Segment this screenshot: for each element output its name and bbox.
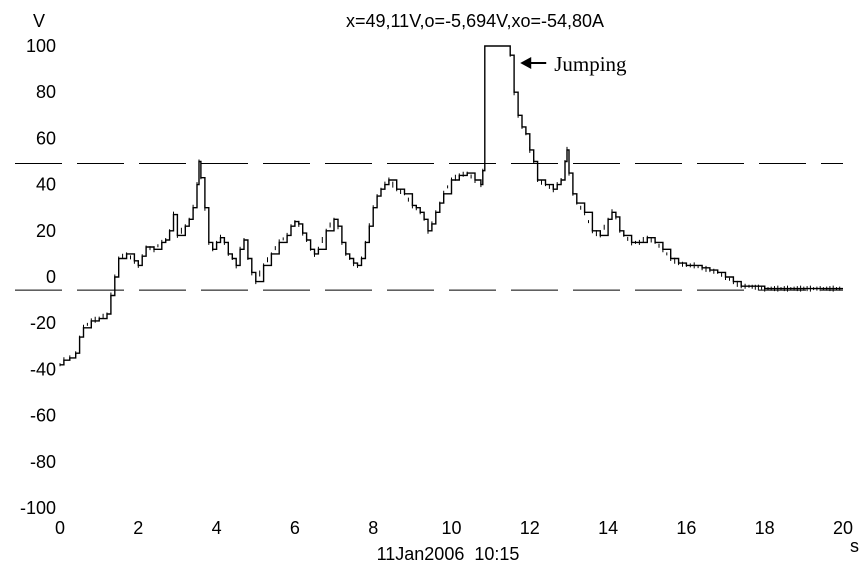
- x-tick-label: 2: [133, 518, 143, 538]
- y-tick-label: 80: [36, 82, 56, 102]
- y-tick-label: -60: [30, 406, 56, 426]
- chart-title: x=49,11V,o=-5,694V,xo=-54,80A: [346, 11, 604, 31]
- x-tick-label: 8: [368, 518, 378, 538]
- date-label: 11Jan2006 10:15: [377, 544, 520, 564]
- annotation-label: Jumping: [554, 52, 627, 76]
- y-tick-label: -100: [20, 498, 56, 518]
- x-tick-label: 18: [755, 518, 775, 538]
- x-tick-label: 16: [676, 518, 696, 538]
- y-tick-label: 20: [36, 221, 56, 241]
- x-tick-label: 0: [55, 518, 65, 538]
- y-tick-label: -40: [30, 359, 56, 379]
- x-tick-label: 6: [290, 518, 300, 538]
- x-tick-label: 12: [520, 518, 540, 538]
- x-tick-label: 14: [598, 518, 618, 538]
- y-tick-label: -20: [30, 313, 56, 333]
- x-tick-label: 4: [212, 518, 222, 538]
- y-tick-labels: 100 80 60 40 20 0 -20 -40 -60 -80 -100: [20, 36, 56, 518]
- y-tick-label: 0: [46, 267, 56, 287]
- y-tick-label: 60: [36, 128, 56, 148]
- y-axis-label: V: [33, 11, 45, 31]
- annotations: Jumping: [520, 52, 627, 76]
- annotation-arrowhead: [520, 57, 532, 69]
- x-tick-label: 20: [833, 518, 853, 538]
- y-tick-label: 100: [26, 36, 56, 56]
- y-tick-label: 40: [36, 175, 56, 195]
- reference-lines: [15, 163, 843, 291]
- y-tick-label: -80: [30, 452, 56, 472]
- series-noise-0: [59, 53, 841, 367]
- x-axis-label: s: [850, 536, 859, 556]
- x-tick-label: 10: [441, 518, 461, 538]
- x-tick-labels: 0 2 4 6 8 10 12 14 16 18 20: [55, 518, 853, 538]
- series-line-0: [60, 45, 843, 366]
- series-group: [59, 45, 843, 367]
